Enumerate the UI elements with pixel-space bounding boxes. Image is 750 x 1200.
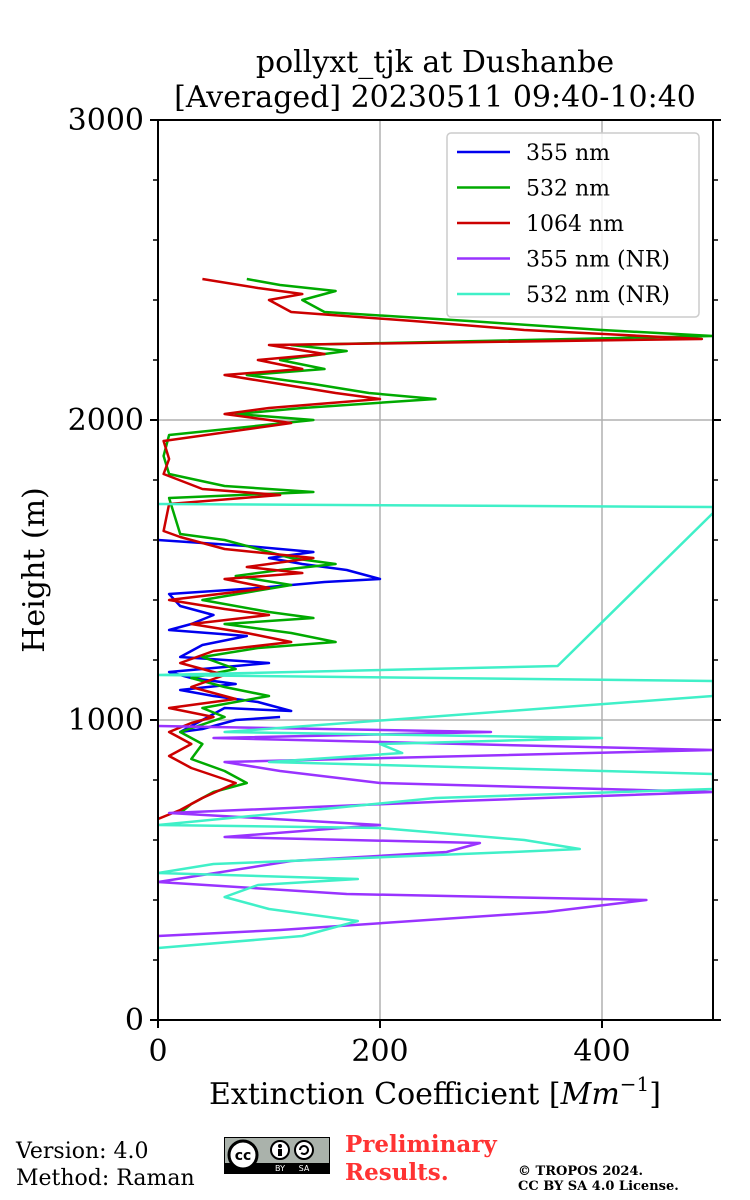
y-tick-label: 2000 (68, 403, 144, 438)
legend-label: 355 nm (NR) (526, 248, 670, 273)
preliminary-line-1: Preliminary (345, 1131, 497, 1158)
copyright-note: © TROPOS 2024. CC BY SA 4.0 License. (518, 1164, 679, 1194)
y-axis-label: Height (m) (17, 487, 52, 652)
method-text: Method: Raman (16, 1166, 195, 1191)
svg-text:cc: cc (235, 1148, 252, 1164)
legend-box (446, 132, 700, 318)
y-tick-label: 1000 (68, 703, 144, 738)
series-line (158, 277, 704, 821)
copyright-line-1: © TROPOS 2024. (518, 1164, 644, 1179)
series-line (158, 502, 713, 950)
x-axis-label: Extinction Coefficient [Mm−1] (209, 1072, 661, 1112)
legend-label: 355 nm (526, 141, 610, 166)
preliminary-results-note: Preliminary Results. (345, 1131, 497, 1187)
x-tick-label: 0 (148, 1034, 167, 1069)
x-tick-label: 400 (573, 1034, 630, 1069)
sa-icon (294, 1140, 314, 1160)
chart-subtitle: [Averaged] 20230511 09:40-10:40 (174, 80, 696, 115)
y-tick-label: 0 (125, 1003, 144, 1038)
svg-text:BY: BY (275, 1164, 285, 1173)
axis-ticks: 0 1000 2000 3000 0 200 400 (68, 103, 721, 1069)
legend-label: 532 nm (NR) (526, 283, 670, 308)
series-line (158, 538, 382, 734)
x-tick-label: 200 (351, 1034, 408, 1069)
legend-label: 532 nm (526, 177, 610, 202)
plot-frame (157, 119, 714, 1021)
cc-by-sa-badge: cc BY SA (224, 1137, 330, 1174)
series-line (158, 724, 713, 938)
plot-area (158, 277, 713, 950)
chart-title: pollyxt_tjk at Dushanbe (256, 45, 614, 80)
cc-icon (227, 1139, 259, 1171)
legend-label: 1064 nm (526, 212, 624, 237)
y-tick-label: 3000 (68, 103, 144, 138)
series-line (162, 277, 713, 814)
preliminary-line-2: Results. (345, 1159, 449, 1186)
extinction-profile-chart: pollyxt_tjk at Dushanbe [Averaged] 20230… (17, 45, 721, 1112)
copyright-line-2: CC BY SA 4.0 License. (518, 1179, 679, 1194)
legend: 355 nm 532 nm 1064 nm 355 nm (NR) 532 nm (NR… (446, 132, 700, 318)
version-text: Version: 4.0 (16, 1139, 149, 1164)
svg-text:SA: SA (299, 1164, 310, 1173)
